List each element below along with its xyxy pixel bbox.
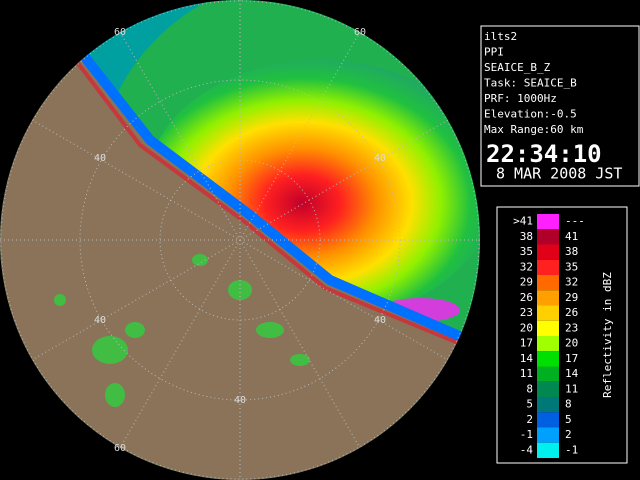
info-line: ilts2 — [484, 30, 517, 43]
legend-panel — [496, 206, 628, 464]
range-label: 40 — [94, 315, 106, 326]
legend-low: -4 — [520, 443, 534, 456]
legend-swatch — [537, 381, 559, 397]
legend-low: 20 — [520, 321, 533, 334]
legend-low: 26 — [520, 291, 533, 304]
date: 8 MAR 2008 JST — [496, 165, 622, 183]
legend-low: 2 — [526, 413, 533, 426]
range-label: 40 — [374, 315, 386, 326]
info-line: PPI — [484, 46, 504, 59]
legend-high: --- — [565, 215, 585, 228]
legend-low: 35 — [520, 245, 533, 258]
legend-high: 20 — [565, 337, 578, 350]
legend-high: 14 — [565, 367, 579, 380]
legend-high: 11 — [565, 382, 578, 395]
legend-low: 32 — [520, 260, 533, 273]
legend-low: 8 — [526, 382, 533, 395]
radar-scope — [0, 0, 480, 480]
legend-high: 29 — [565, 291, 578, 304]
range-label: 60 — [114, 27, 126, 38]
range-label: 40 — [234, 395, 246, 406]
range-label: 60 — [354, 27, 366, 38]
legend-swatch — [537, 366, 559, 382]
legend-high: 8 — [565, 398, 572, 411]
legend-low: 23 — [520, 306, 533, 319]
legend-low: >41 — [513, 215, 533, 228]
info-line: Elevation:-0.5 — [484, 108, 577, 121]
land-echoes — [54, 254, 310, 407]
legend-low: 29 — [520, 276, 533, 289]
legend-swatch — [537, 305, 559, 321]
legend-high: 2 — [565, 428, 572, 441]
range-label: 40 — [374, 153, 386, 164]
range-rings — [0, 0, 480, 480]
legend-low: 17 — [520, 337, 533, 350]
info-line: Max Range:60 km — [484, 123, 584, 136]
legend-swatch — [537, 290, 559, 306]
legend-low: 11 — [520, 367, 533, 380]
legend-low: 5 — [526, 398, 533, 411]
range-label: 40 — [94, 153, 106, 164]
legend-low: -1 — [520, 428, 533, 441]
coast-fringe — [28, 0, 480, 354]
legend-swatch — [537, 244, 559, 260]
legend-swatch — [537, 275, 559, 291]
info-panel — [480, 25, 640, 187]
legend-swatch — [537, 427, 559, 443]
legend-swatch — [537, 320, 559, 336]
legend-high: 38 — [565, 245, 578, 258]
legend-high: 5 — [565, 413, 572, 426]
coast-echo — [36, 0, 480, 350]
legend-swatch — [537, 336, 559, 352]
info-line: Task: SEAICE_B — [484, 77, 577, 90]
legend-high: 41 — [565, 230, 578, 243]
info-line: SEAICE_B_Z — [484, 61, 551, 74]
legend-swatch — [537, 442, 559, 458]
legend-high: -1 — [565, 443, 578, 456]
legend-title: Reflectivity in dBZ — [601, 272, 614, 398]
legend-high: 23 — [565, 321, 578, 334]
legend-swatch — [537, 214, 559, 230]
legend-high: 26 — [565, 306, 578, 319]
legend-low: 14 — [520, 352, 534, 365]
info-line: PRF: 1000Hz — [484, 92, 557, 105]
legend-swatch — [537, 351, 559, 367]
time: 22:34:10 — [486, 140, 602, 168]
range-label: 60 — [114, 443, 126, 454]
legend-high: 17 — [565, 352, 578, 365]
legend-swatch — [537, 397, 559, 413]
legend-low: 38 — [520, 230, 533, 243]
legend-swatch — [537, 229, 559, 245]
legend-swatch — [537, 412, 559, 428]
legend-high: 32 — [565, 276, 578, 289]
legend-high: 35 — [565, 260, 578, 273]
legend-swatch — [537, 259, 559, 275]
